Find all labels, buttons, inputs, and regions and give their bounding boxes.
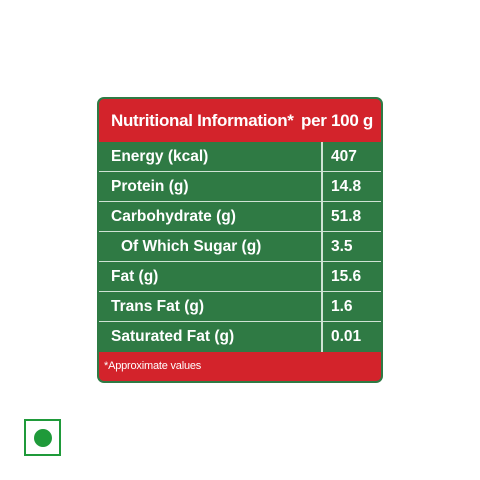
nutrient-value: 15.6 bbox=[331, 268, 362, 285]
table-row: Of Which Sugar (g) 3.5 bbox=[99, 232, 381, 262]
row-separator bbox=[99, 170, 381, 172]
table-row: Protein (g) 14.8 bbox=[99, 172, 381, 202]
nutrient-value: 14.8 bbox=[331, 178, 362, 195]
nutrition-panel: Nutritional Information* per 100 g Energ… bbox=[97, 97, 383, 383]
column-divider bbox=[321, 142, 323, 352]
row-separator bbox=[99, 320, 381, 322]
row-separator bbox=[99, 290, 381, 292]
table-row: Fat (g) 15.6 bbox=[99, 262, 381, 292]
nutrient-value: 51.8 bbox=[331, 208, 362, 225]
nutrient-label: Fat (g) bbox=[111, 268, 159, 285]
nutrient-label: Energy (kcal) bbox=[111, 148, 209, 165]
serving-basis: per 100 g bbox=[301, 111, 373, 130]
footnote-text: *Approximate values bbox=[104, 360, 202, 372]
nutrition-header: Nutritional Information* per 100 g bbox=[99, 99, 381, 142]
table-row: Saturated Fat (g) 0.01 bbox=[99, 322, 381, 352]
nutrition-title: Nutritional Information* bbox=[111, 111, 294, 130]
nutrient-label: Saturated Fat (g) bbox=[111, 328, 235, 345]
table-row: Trans Fat (g) 1.6 bbox=[99, 292, 381, 322]
vegetarian-mark-icon bbox=[24, 419, 61, 456]
row-separator bbox=[99, 230, 381, 232]
green-dot-icon bbox=[33, 428, 52, 447]
nutrient-label: Protein (g) bbox=[111, 178, 189, 195]
footnote-bar: *Approximate values bbox=[99, 352, 381, 381]
nutrient-value: 3.5 bbox=[331, 238, 353, 255]
nutrient-value: 407 bbox=[331, 148, 357, 165]
nutrient-label: Trans Fat (g) bbox=[111, 298, 205, 315]
table-row: Energy (kcal) 407 bbox=[99, 142, 381, 172]
nutrient-label: Of Which Sugar (g) bbox=[121, 238, 262, 255]
row-separator bbox=[99, 260, 381, 262]
nutrient-value: 0.01 bbox=[331, 328, 362, 345]
nutrient-value: 1.6 bbox=[331, 298, 353, 315]
table-row: Carbohydrate (g) 51.8 bbox=[99, 202, 381, 232]
row-separator bbox=[99, 200, 381, 202]
nutrient-label: Carbohydrate (g) bbox=[111, 208, 236, 225]
